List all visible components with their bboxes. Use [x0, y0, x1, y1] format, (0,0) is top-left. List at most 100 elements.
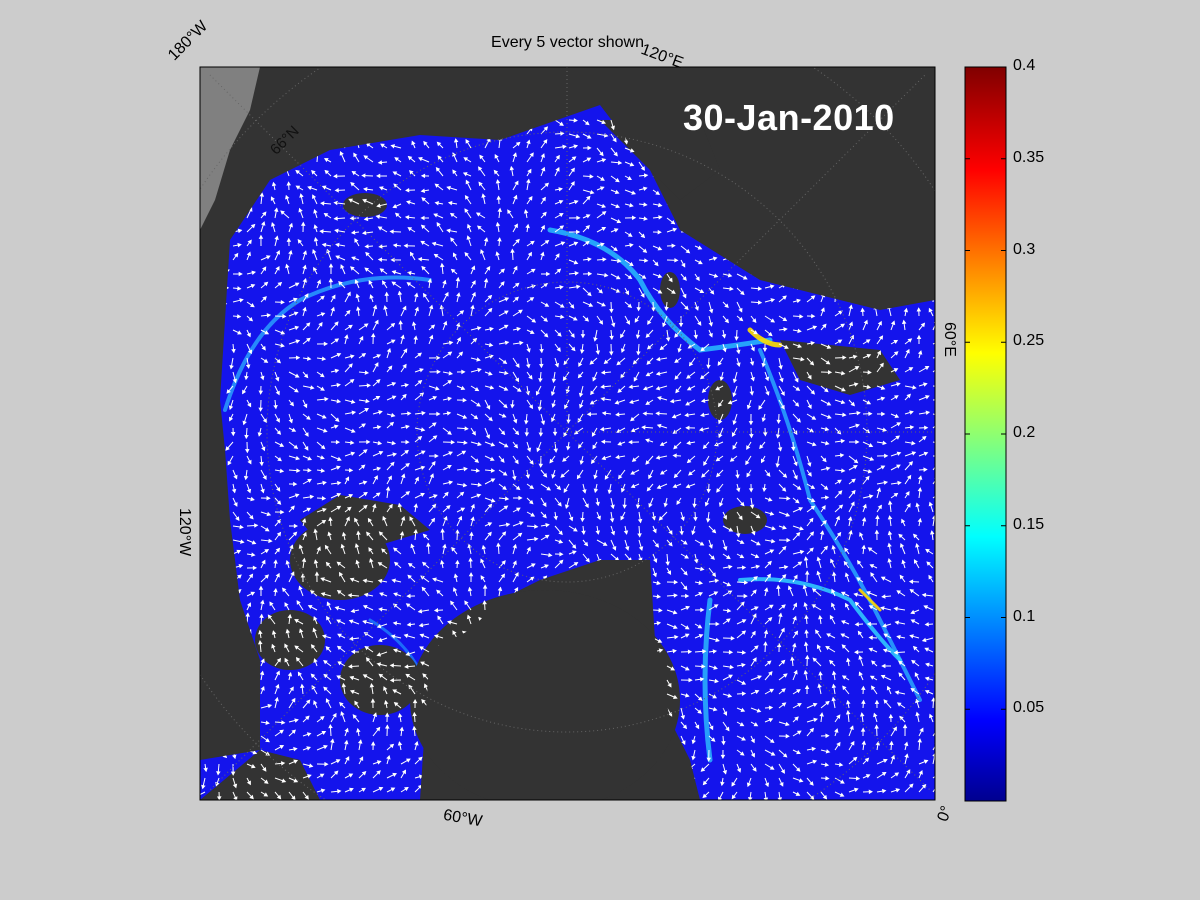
drift-vector-head: [231, 348, 236, 354]
drift-vector-head: [261, 345, 266, 351]
drift-vector-head: [280, 343, 285, 348]
drift-vector-head: [497, 237, 502, 242]
drift-vector-head: [262, 296, 267, 301]
drift-vector-head: [684, 305, 689, 311]
drift-vector-head: [266, 313, 272, 318]
drift-vector-head: [348, 324, 353, 329]
drift-vector-head: [321, 356, 327, 361]
drift-vector-head: [586, 157, 592, 162]
drift-vector-head: [449, 212, 455, 218]
drift-vector-head: [529, 329, 535, 334]
drift-vector-head: [890, 320, 896, 326]
drift-vector-head: [420, 224, 426, 230]
drift-vector-head: [916, 307, 922, 312]
drift-vector-head: [489, 326, 494, 332]
drift-vector-head: [475, 212, 481, 217]
drift-vector-head: [456, 336, 461, 342]
drift-vector-head: [609, 335, 614, 341]
drift-vector-head: [394, 157, 400, 162]
drift-vector-head: [939, 385, 942, 388]
drift-vector-head: [465, 138, 470, 144]
drift-vector-head: [584, 120, 590, 126]
drift-vector-head: [662, 322, 667, 328]
drift-vector-head: [411, 140, 416, 146]
drift-vector-head: [418, 156, 423, 162]
drift-vector-head: [407, 270, 412, 276]
drift-vector-head: [436, 221, 441, 227]
drift-vector-head: [600, 242, 605, 247]
drift-vector-head: [657, 273, 663, 279]
drift-vector-head: [340, 264, 345, 269]
drift-vector-head: [515, 141, 521, 147]
drift-vector-head: [614, 189, 620, 195]
drift-vector-head: [250, 303, 255, 308]
drift-vector-head: [585, 224, 590, 230]
drift-vector-head: [573, 199, 579, 205]
drift-vector-head: [685, 248, 691, 254]
drift-vector-head: [820, 307, 825, 312]
drift-vector-head: [706, 364, 711, 369]
drift-vector-head: [678, 322, 684, 328]
drift-vector-head: [390, 322, 396, 328]
drift-vector-head: [420, 215, 425, 221]
drift-vector-head: [585, 240, 590, 246]
drift-vector-head: [312, 249, 317, 254]
drift-vector-head: [489, 354, 494, 359]
drift-vector-head: [328, 277, 334, 283]
drift-vector-head: [292, 297, 298, 302]
drift-vector-head: [641, 274, 647, 279]
drift-vector-head: [510, 248, 515, 253]
drift-vector-head: [559, 285, 564, 290]
drift-vector-head: [928, 307, 933, 313]
drift-vector-head: [263, 281, 269, 287]
drift-vector-head: [526, 178, 531, 184]
drift-vector-head: [294, 325, 300, 331]
drift-vector-head: [486, 265, 491, 271]
drift-vector-head: [595, 350, 601, 355]
drift-vector-head: [239, 298, 244, 303]
drift-vector-head: [671, 243, 676, 249]
drift-vector-head: [251, 270, 257, 276]
drift-vector-head: [514, 296, 519, 302]
drift-vector-head: [237, 330, 242, 335]
drift-vector-head: [295, 169, 300, 175]
drift-vector-head: [729, 286, 734, 292]
drift-vector-head: [811, 313, 816, 319]
drift-vector-head: [613, 151, 618, 157]
drift-vector-head: [738, 307, 743, 313]
drift-vector-head: [736, 349, 741, 355]
drift-vector-head: [544, 240, 550, 245]
drift-vector-head: [770, 318, 776, 323]
drift-vector-head: [237, 242, 242, 248]
drift-vector-head: [837, 339, 843, 344]
drift-vector-head: [409, 251, 415, 257]
drift-vector-head: [560, 241, 566, 246]
drift-vector-head: [349, 215, 354, 221]
drift-vector-head: [615, 288, 621, 293]
drift-vector-head: [784, 344, 789, 349]
drift-vector-head: [580, 334, 586, 339]
drift-vector-head: [722, 347, 727, 353]
drift-vector-head: [386, 347, 392, 353]
drift-vector-head: [400, 334, 405, 340]
drift-vector-head: [627, 232, 633, 237]
drift-vector-head: [493, 169, 499, 175]
drift-vector-head: [616, 360, 622, 366]
drift-vector-head: [627, 274, 633, 280]
drift-vector-head: [877, 320, 882, 326]
drift-vector-head: [893, 339, 899, 344]
drift-vector-head: [937, 493, 940, 496]
drift-vector-head: [543, 126, 549, 131]
drift-vector-head: [539, 348, 544, 354]
drift-vector-head: [413, 292, 419, 298]
drift-vector-head: [442, 279, 447, 285]
drift-vector-head: [307, 185, 312, 191]
drift-vector-head: [422, 292, 428, 298]
drift-vector-head: [434, 200, 439, 206]
drift-vector-head: [543, 332, 549, 338]
drift-vector-head: [450, 237, 455, 242]
drift-vector-head: [302, 264, 307, 270]
drift-vector-head: [237, 286, 242, 291]
drift-vector-head: [313, 266, 318, 272]
drift-vector-head: [370, 332, 376, 338]
